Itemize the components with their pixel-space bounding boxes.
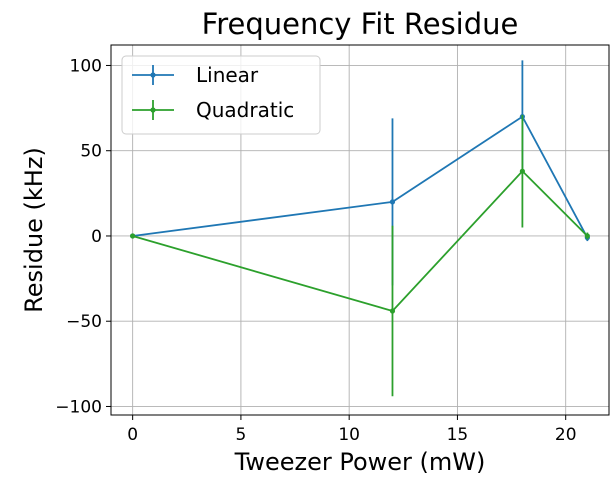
legend: Linear Quadratic [121,55,321,135]
legend-marker [150,72,156,78]
data-point [584,233,590,239]
plot-series [130,60,590,397]
data-point [389,199,396,205]
legend-label: Linear [196,63,259,87]
series-line [132,115,589,239]
data-point [519,168,525,174]
x-tick-label: 15 [447,425,469,445]
y-tick-label: −50 [66,312,102,332]
legend-entry: Quadratic [132,98,294,122]
y-tick-label: −100 [55,397,102,417]
axes-frame [110,44,610,416]
data-point [130,233,136,239]
data-point [389,308,396,314]
chart-title: Frequency Fit Residue [202,7,519,41]
series-quadratic [130,114,590,397]
x-tick-label: 10 [338,425,360,445]
legend-label: Quadratic [196,98,294,122]
y-tick-label: 50 [80,142,102,162]
axis-ticks: 0 5 10 15 20 −100 −50 0 50 100 [55,56,576,445]
x-tick-label: 20 [555,425,577,445]
grid [111,45,609,415]
y-axis-label: Residue (kHz) [20,147,48,313]
y-tick-label: 0 [91,227,102,247]
x-axis-label: Tweezer Power (mW) [234,448,486,476]
legend-marker [150,107,156,113]
y-tick-label: 100 [70,56,102,76]
x-tick-label: 5 [235,425,246,445]
series-line [132,169,588,313]
legend-entry: Linear [132,63,259,87]
x-tick-label: 0 [127,425,138,445]
